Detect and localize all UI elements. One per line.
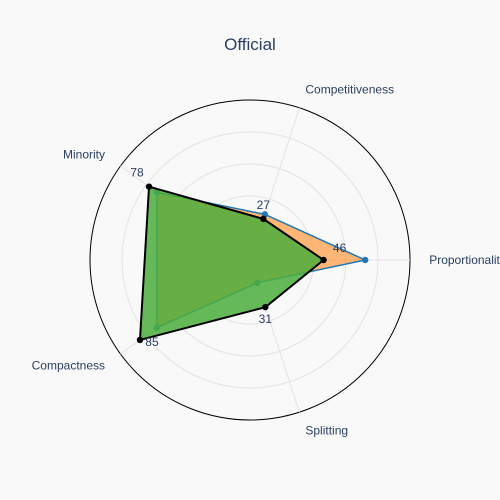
data-label: 46 xyxy=(333,241,347,255)
axis-label: Minority xyxy=(63,148,105,162)
data-label: 27 xyxy=(257,198,271,212)
data-label: 78 xyxy=(130,166,144,180)
data-point-1-3 xyxy=(136,336,144,344)
radar-series xyxy=(136,183,369,344)
data-point-1-4 xyxy=(262,303,269,311)
data-point-1-1 xyxy=(260,215,267,223)
axis-label: Competitiveness xyxy=(305,83,394,97)
series-area-1 xyxy=(138,185,326,342)
data-label: 85 xyxy=(145,335,159,349)
axis-label: Proportionality xyxy=(429,253,500,267)
data-label: 31 xyxy=(259,312,273,326)
axis-label: Splitting xyxy=(305,423,348,437)
data-point-0-0 xyxy=(362,256,369,264)
axis-label: Compactness xyxy=(32,358,105,372)
chart-title: Official xyxy=(224,35,276,54)
radar-labels: Proportionality Competitiveness Minority Co… xyxy=(32,83,500,438)
data-point-1-0 xyxy=(320,256,327,264)
data-point-1-2 xyxy=(145,183,153,190)
